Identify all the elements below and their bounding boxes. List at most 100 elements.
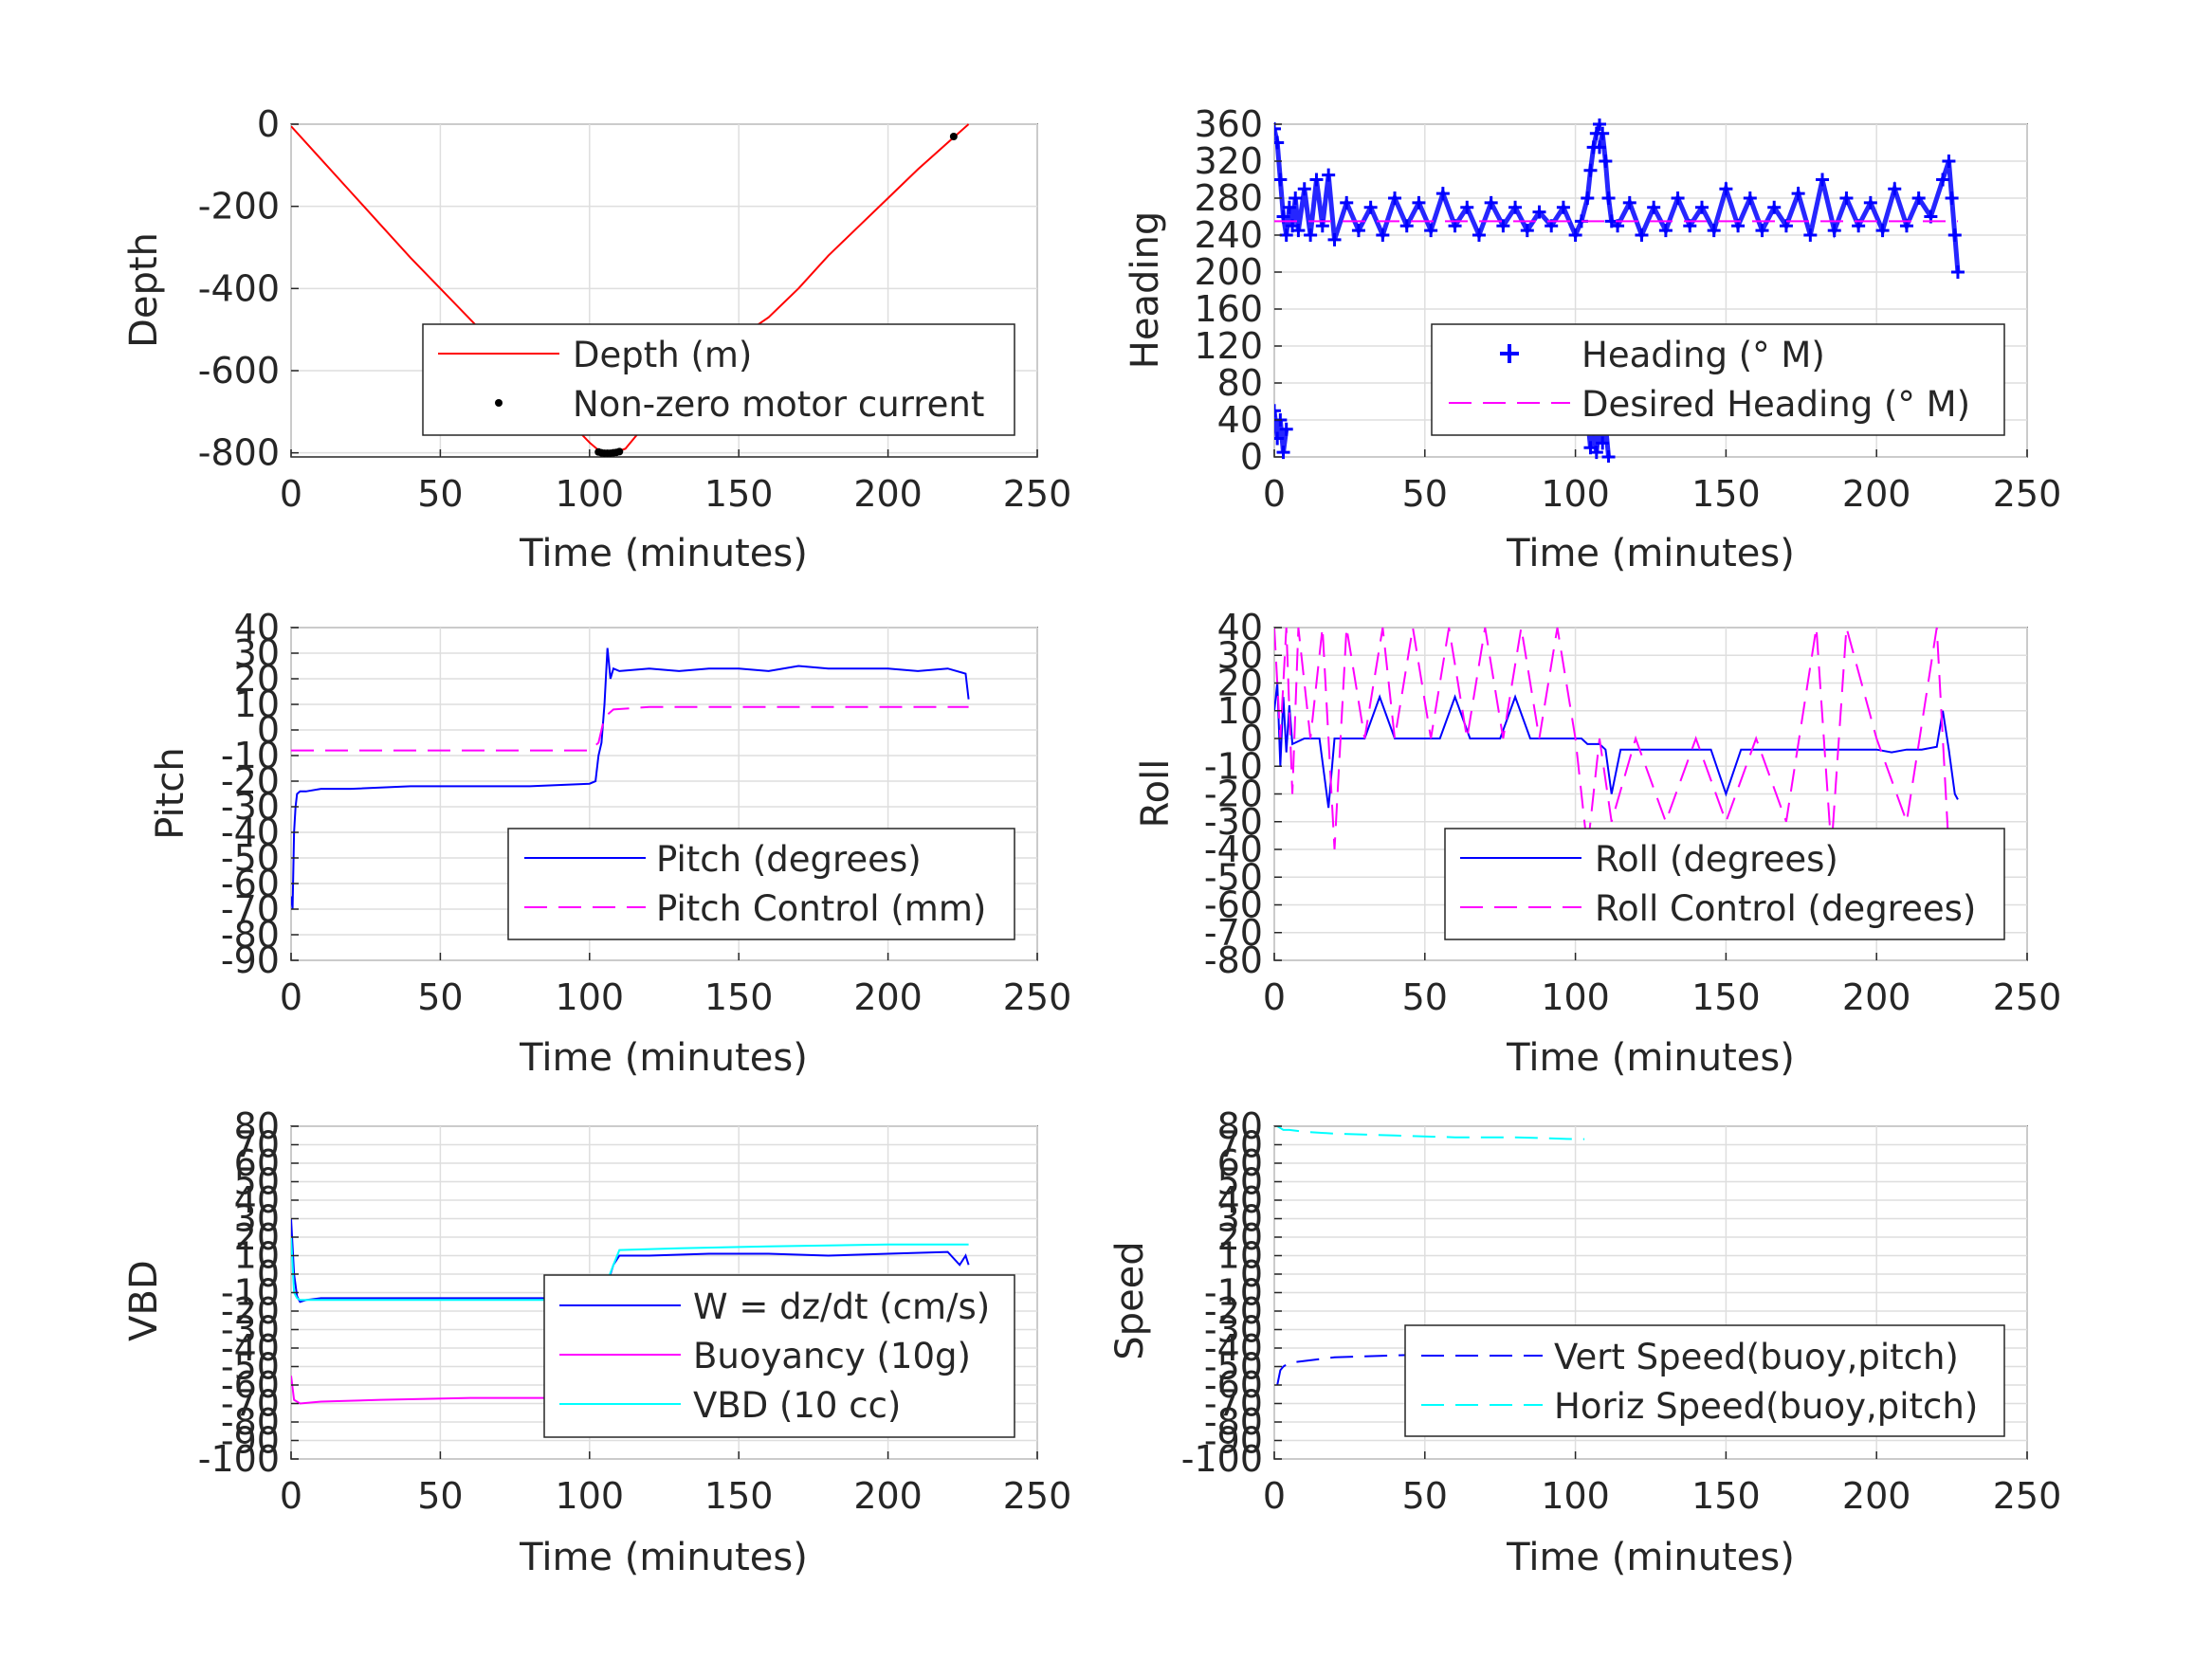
speed-xtick-label: 0 — [1263, 1475, 1286, 1517]
heading-plus-marker — [1658, 224, 1673, 238]
roll-legend — [1444, 828, 2005, 940]
roll-legend-label: Roll (degrees) — [1595, 839, 1838, 880]
speed-ytick-label: -60 — [1204, 1364, 1263, 1406]
depth-xlabel: Time (minutes) — [519, 532, 808, 575]
vbd-ytick-label: 20 — [234, 1216, 280, 1258]
heading-plus-marker — [1947, 228, 1962, 242]
pitch-ytick-label: 30 — [234, 632, 280, 674]
vbd-ytick-label: -60 — [221, 1364, 280, 1406]
pitch-series-line — [291, 705, 969, 752]
speed-xlabel: Time (minutes) — [1506, 1536, 1795, 1579]
w-legend-label: W = dz/dt (cm/s) — [693, 1286, 990, 1327]
heading-plus-marker — [1635, 228, 1649, 242]
vert-speed-legend-label: Vert Speed(buoy,pitch) — [1554, 1337, 1959, 1377]
depth-legend-dot — [495, 399, 503, 407]
pitch-ylabel: Pitch — [149, 747, 192, 839]
pitch-ytick-label: 40 — [234, 607, 280, 648]
depth-ylabel: Depth — [122, 232, 166, 348]
depth-xtick-label: 100 — [556, 473, 625, 515]
pitch-ytick-label: -20 — [221, 760, 280, 802]
roll-xtick-label: 0 — [1263, 976, 1286, 1018]
depth-panel: 0 50 100 150 200 250 0 -200 -400 -600 -800 Time (… — [122, 103, 1071, 575]
depth-ytick-label: -800 — [198, 432, 280, 474]
heading-plus-marker — [1755, 224, 1769, 238]
heading-plus-marker — [1719, 182, 1733, 196]
heading-plus-marker — [1950, 265, 1965, 279]
speed-ytick-label: -90 — [1204, 1420, 1263, 1462]
heading-plus-marker — [1297, 182, 1311, 196]
heading-ytick-label: 0 — [1240, 436, 1263, 478]
vbd-ytick-label: -30 — [221, 1309, 280, 1351]
heading-plus-marker — [1363, 200, 1378, 214]
speed-ytick-label: -50 — [1204, 1346, 1263, 1388]
heading-plus-marker — [1279, 228, 1293, 242]
heading-ytick-label: 320 — [1194, 140, 1263, 182]
heading-plus-marker — [1816, 173, 1830, 187]
pitch-xtick-label: 100 — [556, 976, 625, 1018]
vbd-xtick-label: 150 — [704, 1475, 774, 1517]
heading-plus-marker — [1309, 173, 1324, 187]
depth-xtick-label: 250 — [1003, 473, 1072, 515]
pitch-ytick-label: -80 — [221, 914, 280, 956]
vbd-ytick-label: 80 — [234, 1105, 280, 1147]
heading-plus-marker — [1743, 191, 1757, 205]
heading-ytick-label: 200 — [1194, 251, 1263, 293]
vbd-ytick-label: -80 — [221, 1401, 280, 1443]
heading-plus-marker — [1568, 228, 1582, 242]
heading-xtick-label: 200 — [1842, 473, 1911, 515]
heading-plus-marker — [1304, 228, 1318, 242]
heading-plus-marker — [1291, 224, 1306, 238]
roll-xtick-label: 50 — [1402, 976, 1448, 1018]
depth-ytick-label: -600 — [198, 350, 280, 392]
heading-ytick-label: 40 — [1217, 399, 1263, 441]
pitch-ytick-label: -30 — [221, 786, 280, 828]
speed-ytick-label: -30 — [1204, 1309, 1263, 1351]
heading-plus-marker — [1351, 224, 1365, 238]
heading-plus-marker — [1593, 140, 1607, 155]
roll-ytick-label: -80 — [1204, 939, 1263, 981]
speed-ytick-label: 0 — [1240, 1253, 1263, 1295]
pitch-series-line — [291, 647, 970, 910]
roll-xtick-label: 100 — [1541, 976, 1610, 1018]
heading-plus-marker — [1791, 187, 1805, 201]
roll-ytick-label: -40 — [1204, 829, 1263, 870]
heading-legend — [1431, 323, 2005, 436]
roll-ytick-label: -10 — [1204, 745, 1263, 787]
heading-plus-marker — [1556, 200, 1570, 214]
vbd-panel: 0 50 100 150 200 250 80706050403020100-10-20-… — [122, 1105, 1071, 1579]
heading-plus-marker — [1839, 191, 1854, 205]
heading-xtick-label: 150 — [1691, 473, 1761, 515]
heading-plus-marker — [1388, 191, 1402, 205]
heading-plus-marker — [1671, 191, 1685, 205]
vbd-legend-label: VBD (10 cc) — [693, 1385, 901, 1426]
heading-panel: 0 50 100 150 200 250 040801201602002402803203… — [1124, 103, 2061, 575]
heading-plus-marker — [1601, 450, 1616, 463]
pitch-ytick-label: 10 — [234, 684, 280, 725]
heading-plus-marker — [1583, 163, 1598, 177]
vbd-ytick-label: 70 — [234, 1124, 280, 1166]
heading-plus-marker — [1274, 136, 1285, 150]
heading-plus-marker — [1875, 224, 1890, 238]
heading-plus-marker — [1496, 219, 1510, 233]
heading-plus-marker — [1322, 168, 1336, 182]
heading-plus-marker — [1435, 187, 1450, 201]
heading-plus-marker — [1327, 232, 1342, 246]
heading-plus-marker — [1827, 224, 1841, 238]
heading-plus-marker — [1599, 155, 1613, 168]
vbd-xtick-label: 100 — [556, 1475, 625, 1517]
vbd-legend — [543, 1274, 1015, 1438]
heading-xtick-label: 0 — [1263, 473, 1286, 515]
vbd-ytick-label: 0 — [257, 1253, 280, 1295]
pitch-ytick-label: -40 — [221, 811, 280, 853]
speed-ytick-label: -10 — [1204, 1272, 1263, 1314]
vbd-ytick-label: 50 — [234, 1161, 280, 1203]
heading-xtick-label: 250 — [1993, 473, 2062, 515]
depth-ytick-label: 0 — [257, 103, 280, 145]
speed-ytick-label: -40 — [1204, 1327, 1263, 1369]
depth-xtick-label: 150 — [704, 473, 774, 515]
depth-point — [615, 447, 624, 456]
roll-xlabel: Time (minutes) — [1506, 1036, 1795, 1080]
heading-plus-marker — [1376, 228, 1390, 242]
heading-plus-marker — [1532, 205, 1546, 219]
heading-plus-marker — [1694, 200, 1709, 214]
